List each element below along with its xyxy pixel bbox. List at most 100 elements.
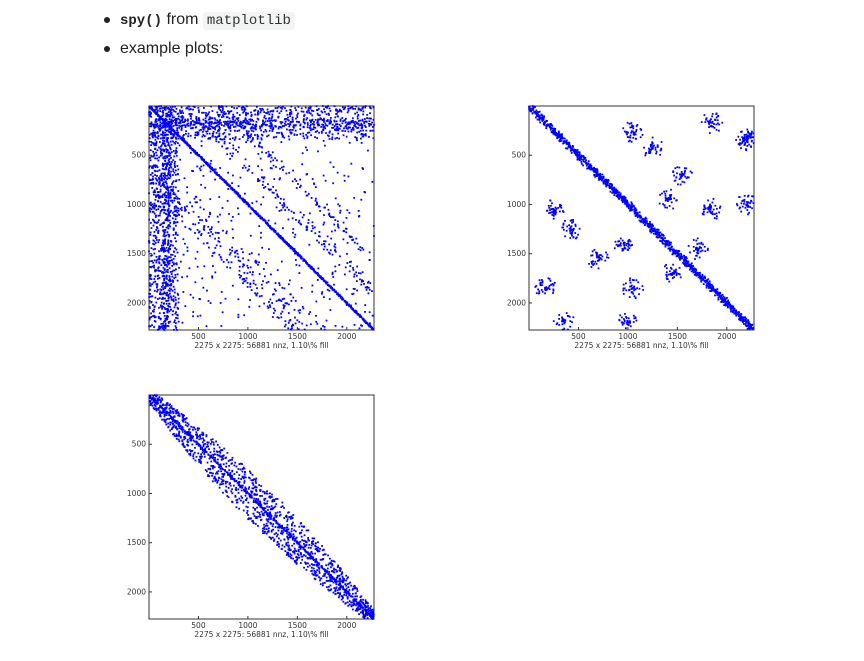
nonzero-marker: [210, 231, 213, 233]
nonzero-marker: [635, 130, 638, 133]
nonzero-marker: [220, 110, 223, 113]
nonzero-marker: [160, 133, 162, 136]
nonzero-marker: [354, 302, 357, 305]
nonzero-marker: [174, 214, 177, 217]
nonzero-marker: [724, 299, 727, 302]
nonzero-marker: [190, 117, 192, 120]
nonzero-marker: [362, 280, 365, 282]
nonzero-marker: [198, 167, 201, 170]
nonzero-marker: [337, 127, 340, 130]
nonzero-marker: [165, 196, 168, 199]
nonzero-marker: [165, 226, 168, 229]
nonzero-marker: [186, 123, 189, 126]
nonzero-marker: [303, 328, 306, 331]
nonzero-marker: [264, 128, 267, 131]
nonzero-marker: [294, 252, 296, 255]
nonzero-marker: [161, 115, 164, 117]
nonzero-marker: [301, 257, 303, 260]
nonzero-marker: [152, 304, 154, 306]
nonzero-marker: [158, 181, 160, 184]
nonzero-marker: [199, 123, 202, 126]
nonzero-marker: [166, 231, 169, 234]
nonzero-marker: [649, 230, 651, 233]
nonzero-marker: [165, 274, 168, 277]
nonzero-marker: [207, 232, 210, 234]
nonzero-marker: [265, 112, 267, 114]
nonzero-marker: [558, 135, 561, 137]
nonzero-marker: [157, 159, 160, 162]
nonzero-marker: [216, 119, 219, 122]
nonzero-marker: [275, 135, 278, 138]
nonzero-marker: [548, 123, 551, 126]
nonzero-marker: [264, 124, 267, 127]
nonzero-marker: [308, 243, 311, 246]
nonzero-marker: [223, 140, 226, 143]
nonzero-marker: [211, 275, 214, 278]
nonzero-marker: [163, 261, 166, 264]
nonzero-marker: [593, 166, 595, 169]
nonzero-marker: [680, 254, 683, 256]
nonzero-marker: [271, 130, 274, 132]
nonzero-marker: [371, 180, 374, 183]
nonzero-marker: [531, 107, 534, 110]
nonzero-marker: [362, 129, 365, 132]
nonzero-marker: [302, 307, 305, 310]
nonzero-marker: [750, 324, 753, 326]
nonzero-marker: [659, 239, 662, 242]
nonzero-marker: [163, 262, 165, 265]
nonzero-marker: [170, 308, 173, 311]
nonzero-marker: [268, 225, 271, 228]
nonzero-marker: [189, 146, 191, 149]
nonzero-marker: [276, 232, 279, 235]
nonzero-marker: [325, 124, 327, 127]
nonzero-marker: [217, 113, 219, 116]
nonzero-marker: [721, 299, 723, 301]
nonzero-marker: [162, 132, 165, 135]
nonzero-marker: [298, 272, 301, 274]
nonzero-marker: [228, 142, 231, 145]
nonzero-marker: [292, 231, 294, 234]
nonzero-marker: [171, 129, 174, 132]
nonzero-marker: [281, 204, 284, 207]
nonzero-marker: [296, 252, 299, 255]
nonzero-marker: [179, 125, 182, 128]
nonzero-marker: [274, 222, 277, 225]
nonzero-marker: [153, 207, 156, 210]
nonzero-marker: [152, 204, 155, 207]
nonzero-marker: [541, 116, 544, 119]
nonzero-marker: [332, 126, 335, 129]
nonzero-marker: [244, 279, 247, 282]
nonzero-marker: [266, 120, 269, 122]
nonzero-marker: [362, 168, 364, 170]
nonzero-marker: [674, 252, 677, 255]
nonzero-marker: [159, 127, 162, 130]
nonzero-marker: [165, 182, 168, 185]
nonzero-marker: [250, 111, 252, 114]
nonzero-marker: [310, 109, 313, 112]
nonzero-marker: [632, 204, 635, 207]
nonzero-marker: [245, 130, 248, 132]
nonzero-marker: [179, 121, 182, 124]
nonzero-marker: [157, 219, 160, 222]
nonzero-marker: [540, 116, 543, 119]
nonzero-marker: [288, 119, 290, 122]
nonzero-marker: [565, 139, 568, 142]
nonzero-marker: [156, 107, 158, 110]
nonzero-marker: [256, 133, 259, 136]
nonzero-marker: [167, 197, 170, 199]
nonzero-marker: [352, 107, 354, 110]
nonzero-marker: [178, 124, 181, 127]
nonzero-marker: [159, 124, 162, 127]
nonzero-marker: [317, 124, 320, 127]
nonzero-marker: [197, 216, 200, 218]
nonzero-marker: [208, 228, 211, 231]
nonzero-marker: [186, 205, 188, 208]
nonzero-marker: [285, 124, 287, 126]
nonzero-marker: [650, 231, 653, 234]
nonzero-marker: [273, 230, 275, 233]
nonzero-marker: [341, 106, 344, 109]
nonzero-marker: [180, 128, 183, 131]
nonzero-marker: [531, 105, 534, 108]
nonzero-marker: [280, 132, 283, 135]
nonzero-marker: [329, 285, 331, 287]
